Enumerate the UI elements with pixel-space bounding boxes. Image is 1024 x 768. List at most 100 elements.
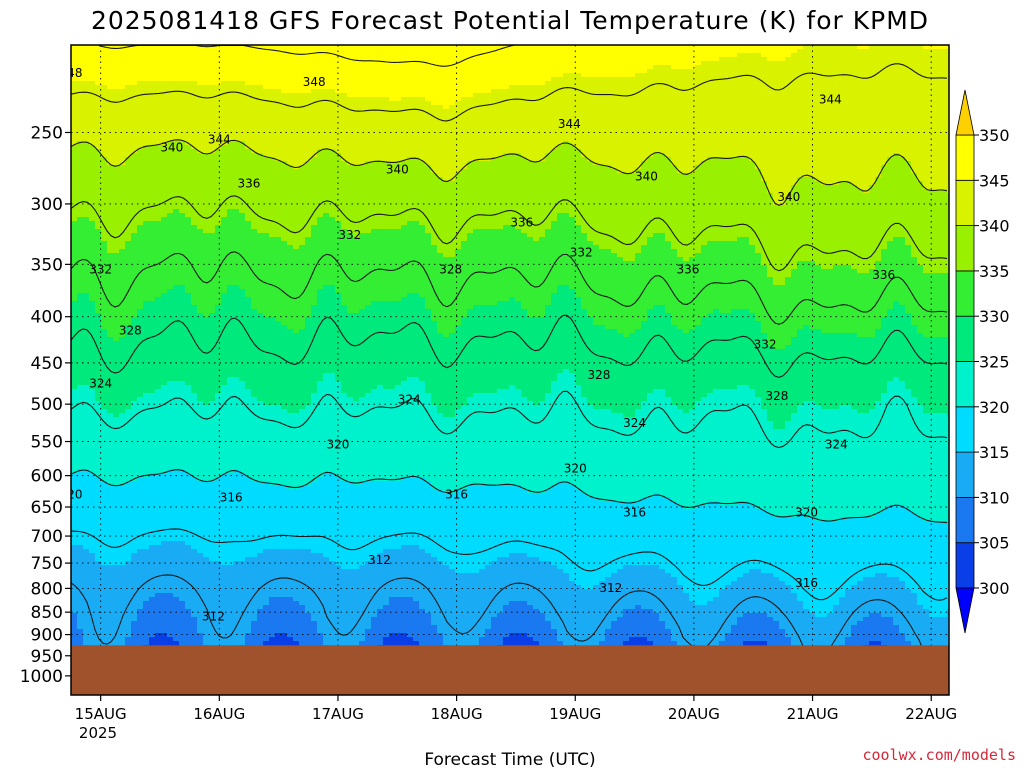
theta-cell — [167, 389, 174, 394]
theta-cell — [227, 189, 234, 194]
theta-cell — [71, 569, 78, 574]
theta-cell — [137, 641, 144, 646]
theta-cell — [137, 601, 144, 606]
theta-cell — [77, 641, 84, 646]
theta-cell — [167, 417, 174, 422]
theta-cell — [89, 233, 96, 238]
theta-cell — [161, 177, 168, 182]
theta-cell — [83, 189, 90, 194]
theta-cell — [71, 617, 78, 622]
theta-cell — [77, 193, 84, 198]
theta-cell — [179, 81, 186, 86]
theta-cell — [89, 385, 96, 390]
theta-cell — [209, 405, 216, 410]
theta-cell — [101, 601, 108, 606]
theta-cell — [143, 553, 150, 558]
theta-cell — [227, 93, 234, 98]
theta-cell — [209, 449, 216, 454]
theta-cell — [203, 613, 210, 618]
theta-cell — [203, 205, 210, 210]
theta-cell — [71, 629, 78, 634]
theta-cell — [89, 529, 96, 534]
theta-cell — [113, 285, 120, 290]
theta-cell — [251, 381, 258, 386]
theta-cell — [221, 97, 228, 102]
theta-cell — [95, 309, 102, 314]
theta-cell — [137, 493, 144, 498]
theta-cell — [119, 461, 126, 466]
theta-cell — [173, 493, 180, 498]
theta-cell — [149, 537, 156, 542]
theta-cell — [233, 217, 240, 222]
theta-cell — [179, 169, 186, 174]
theta-cell — [251, 93, 258, 98]
theta-cell — [107, 533, 114, 538]
theta-cell — [107, 485, 114, 490]
theta-cell — [71, 181, 78, 186]
theta-cell — [209, 493, 216, 498]
theta-cell — [221, 513, 228, 518]
theta-cell — [149, 193, 156, 198]
theta-cell — [131, 337, 138, 342]
theta-cell — [119, 433, 126, 438]
theta-cell — [107, 269, 114, 274]
theta-cell — [245, 305, 252, 310]
theta-cell — [143, 361, 150, 366]
theta-cell — [131, 625, 138, 630]
theta-cell — [173, 461, 180, 466]
theta-cell — [251, 285, 258, 290]
theta-cell — [251, 197, 258, 202]
theta-cell — [191, 325, 198, 330]
theta-cell — [143, 481, 150, 486]
theta-cell — [203, 157, 210, 162]
theta-cell — [173, 169, 180, 174]
theta-cell — [173, 181, 180, 186]
theta-cell — [185, 101, 192, 106]
theta-cell — [161, 409, 168, 414]
theta-cell — [215, 589, 222, 594]
theta-cell — [239, 469, 246, 474]
theta-cell — [77, 177, 84, 182]
theta-cell — [179, 165, 186, 170]
theta-cell — [185, 133, 192, 138]
theta-cell — [155, 57, 162, 62]
theta-cell — [95, 369, 102, 374]
theta-cell — [191, 449, 198, 454]
theta-cell — [155, 521, 162, 526]
theta-cell — [131, 465, 138, 470]
theta-cell — [77, 629, 84, 634]
theta-cell — [197, 409, 204, 414]
theta-cell — [197, 289, 204, 294]
theta-cell — [137, 317, 144, 322]
theta-cell — [203, 401, 210, 406]
theta-cell — [131, 221, 138, 226]
theta-cell — [113, 605, 120, 610]
theta-cell — [101, 609, 108, 614]
theta-cell — [137, 549, 144, 554]
theta-cell — [155, 49, 162, 54]
theta-cell — [179, 333, 186, 338]
theta-cell — [143, 437, 150, 442]
theta-cell — [239, 189, 246, 194]
theta-cell — [155, 641, 162, 646]
theta-cell — [149, 117, 156, 122]
theta-cell — [167, 173, 174, 178]
theta-cell — [107, 81, 114, 86]
theta-cell — [155, 605, 162, 610]
theta-cell — [149, 625, 156, 630]
theta-cell — [107, 481, 114, 486]
theta-cell — [131, 353, 138, 358]
theta-cell — [77, 265, 84, 270]
theta-cell — [191, 617, 198, 622]
theta-cell — [119, 201, 126, 206]
theta-cell — [197, 397, 204, 402]
theta-cell — [239, 513, 246, 518]
theta-cell — [125, 49, 132, 54]
theta-cell — [125, 509, 132, 514]
theta-cell — [155, 297, 162, 302]
theta-cell — [167, 81, 174, 86]
theta-cell — [221, 377, 228, 382]
theta-cell — [101, 629, 108, 634]
theta-cell — [71, 537, 78, 542]
theta-cell — [101, 445, 108, 450]
